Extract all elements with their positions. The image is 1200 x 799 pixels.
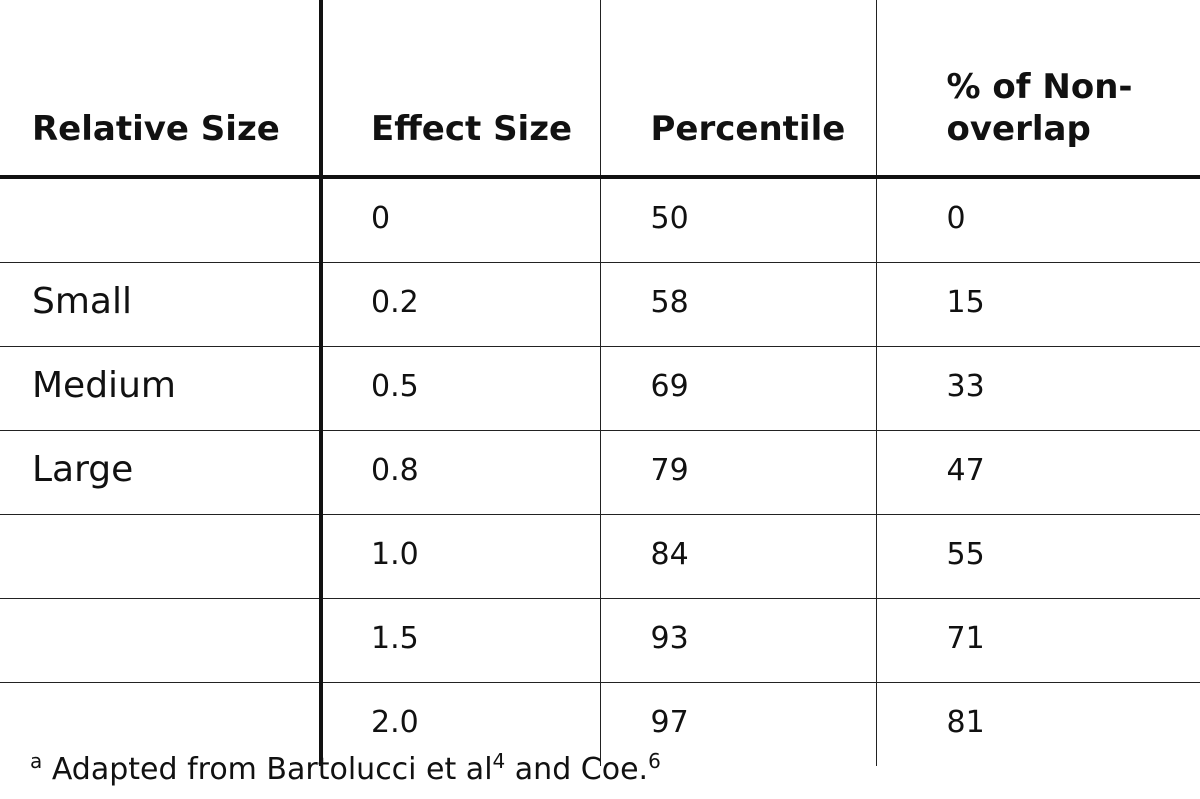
table-row: Medium 0.5 69 33 <box>0 346 1200 431</box>
table-row: Small 0.2 58 15 <box>0 262 1200 347</box>
cell-percentile: 58 <box>600 262 877 347</box>
cell-effect-size: 0.2 <box>321 262 601 347</box>
table-row: 2.0 97 81 <box>0 682 1200 766</box>
cell-relative-size <box>0 682 323 766</box>
cell-relative-size: Small <box>0 262 323 347</box>
cell-percentile: 69 <box>600 346 877 431</box>
cell-percentile: 84 <box>600 514 877 599</box>
cell-effect-size: 0.8 <box>321 430 601 515</box>
cell-non-overlap: 81 <box>946 705 985 740</box>
header-effect-size: Effect Size <box>321 0 601 179</box>
cell-relative-size: Large <box>0 430 323 515</box>
header-row: Relative Size Effect Size Percentile % o… <box>0 0 1200 179</box>
table-row: 1.0 84 55 <box>0 514 1200 599</box>
header-non-overlap: % of Non-overlap <box>876 0 1200 179</box>
cell-effect-size: 2.0 <box>321 682 601 766</box>
cell-non-overlap: 55 <box>876 514 1200 599</box>
footnote-text-middle: and Coe. <box>505 752 649 787</box>
header-relative-size: Relative Size <box>0 0 323 179</box>
footnote-ref-bartolucci: 4 <box>492 749 506 773</box>
cell-relative-size <box>0 177 323 263</box>
cell-non-overlap: 71 <box>876 598 1200 683</box>
effect-size-table-container: Relative Size Effect Size Percentile % o… <box>0 0 1200 766</box>
cell-effect-size: 0.5 <box>321 346 601 431</box>
cell-percentile: 93 <box>600 598 877 683</box>
cell-percentile: 50 <box>600 177 877 263</box>
cell-relative-size <box>0 514 323 599</box>
cell-relative-size <box>0 598 323 683</box>
footnote-ref-coe: 6 <box>648 749 661 773</box>
cell-non-overlap: 0 <box>876 177 1200 263</box>
footnote-marker: a <box>30 749 43 773</box>
footnote-text-before: Adapted from Bartolucci et al <box>51 752 493 787</box>
cell-relative-size: Medium <box>0 346 323 431</box>
cell-percentile: 97 <box>600 682 877 766</box>
cell-non-overlap: 15 <box>876 262 1200 347</box>
table-row: 1.5 93 71 <box>0 598 1200 683</box>
cell-percentile: 79 <box>600 430 877 515</box>
effect-size-table: Relative Size Effect Size Percentile % o… <box>0 0 1200 766</box>
cell-non-overlap: 33 <box>876 346 1200 431</box>
table-footnote: a Adapted from Bartolucci et al4 and Coe… <box>30 749 661 787</box>
cell-effect-size: 1.0 <box>321 514 601 599</box>
table-row: Large 0.8 79 47 <box>0 430 1200 515</box>
cell-non-overlap: 47 <box>876 430 1200 515</box>
cell-effect-size: 0 <box>321 177 601 263</box>
table-row: 0 50 0 <box>0 177 1200 263</box>
cell-effect-size: 1.5 <box>321 598 601 683</box>
header-percentile: Percentile <box>600 0 877 179</box>
